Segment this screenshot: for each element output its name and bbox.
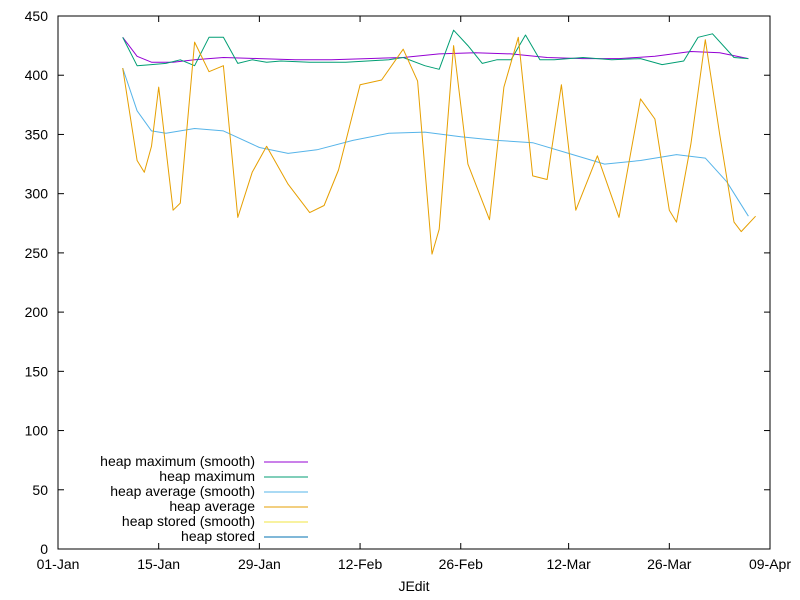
legend-label: heap maximum	[159, 468, 255, 484]
plot-area-border	[57, 15, 771, 550]
y-tick-label: 250	[25, 245, 49, 261]
x-tick-label: 12-Mar	[546, 556, 591, 572]
x-tick-label: 29-Jan	[238, 556, 281, 572]
y-tick-label: 0	[40, 541, 48, 557]
y-tick-label: 300	[25, 186, 49, 202]
x-axis-title: JEdit	[398, 578, 429, 594]
x-tick-label: 26-Feb	[439, 556, 484, 572]
y-tick-label: 200	[25, 304, 49, 320]
y-tick-label: 400	[25, 67, 49, 83]
series-line-heap-maximum	[122, 29, 749, 70]
x-tick-label: 26-Mar	[647, 556, 692, 572]
tick-labels: 0 50 100 150 200 250 300 350 400 450 01-Jan 15-Jan 2…	[25, 8, 792, 572]
series-line-heap-average	[122, 36, 756, 255]
legend-label: heap maximum (smooth)	[100, 453, 255, 469]
y-tick-label: 450	[25, 8, 49, 24]
x-tick-label: 12-Feb	[338, 556, 383, 572]
axis-ticks	[57, 15, 771, 550]
y-tick-label: 100	[25, 423, 49, 439]
series-line-heap-maximum-smooth	[122, 36, 749, 63]
y-tick-label: 350	[25, 126, 49, 142]
legend-label: heap average (smooth)	[110, 483, 255, 499]
legend-label: heap stored (smooth)	[122, 513, 255, 529]
legend-label: heap stored	[181, 528, 255, 544]
x-tick-label: 01-Jan	[37, 556, 80, 572]
series-lines	[122, 29, 756, 255]
x-tick-label: 15-Jan	[137, 556, 180, 572]
legend-label: heap average	[169, 498, 255, 514]
y-tick-label: 150	[25, 363, 49, 379]
y-tick-label: 50	[32, 482, 48, 498]
x-tick-label: 09-Apr	[749, 556, 791, 572]
series-line-heap-average-smooth	[122, 67, 749, 217]
